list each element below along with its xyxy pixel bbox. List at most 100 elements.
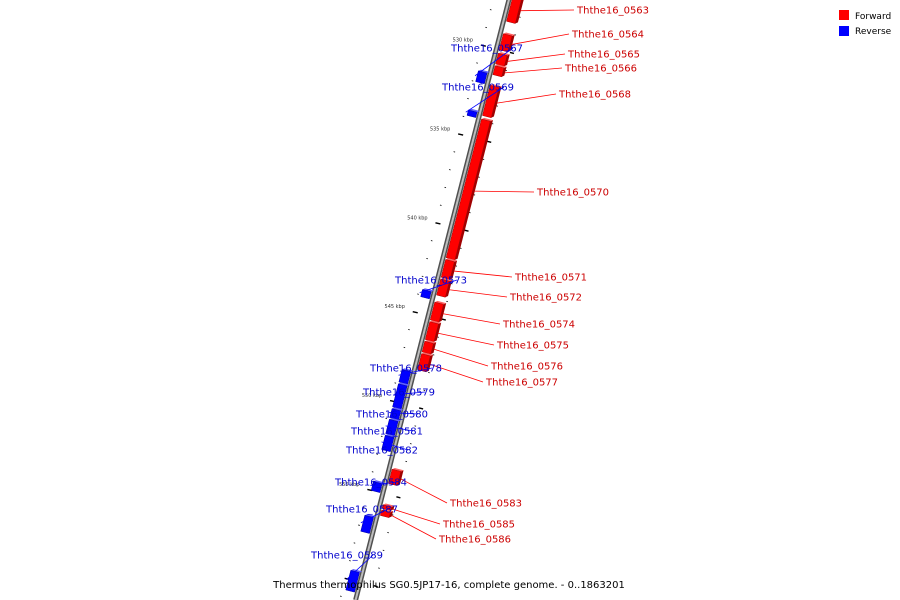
gene-label-Ththe16_0571[interactable]: Ththe16_0571 (514, 273, 587, 284)
leader-line (465, 86, 505, 113)
genome-caption: Thermus thermophilus SG0.5JP17-16, compl… (272, 580, 625, 591)
gene-label-Ththe16_0579[interactable]: Ththe16_0579 (362, 388, 435, 399)
gene-top-face (373, 480, 385, 484)
scale-tick (405, 460, 408, 463)
gene-side-face (515, 0, 524, 24)
scale-tick (480, 44, 487, 47)
gene-label-Ththe16_0569[interactable]: Ththe16_0569 (441, 83, 514, 94)
gene-label-Ththe16_0568[interactable]: Ththe16_0568 (558, 90, 631, 101)
legend-forward[interactable]: Forward (839, 10, 891, 22)
gene-side-face (426, 354, 434, 372)
gene-label-Ththe16_0587[interactable]: Ththe16_0587 (325, 505, 398, 516)
gene-top-face (478, 69, 490, 74)
gene-label-Ththe16_0567[interactable]: Ththe16_0567 (450, 44, 523, 55)
gene-top-face (434, 300, 447, 305)
gene-top-face (440, 277, 453, 282)
gene-top-face (398, 382, 410, 386)
gene-label-Ththe16_0574[interactable]: Ththe16_0574 (502, 320, 575, 331)
gene-label-Ththe16_0581[interactable]: Ththe16_0581 (350, 427, 423, 438)
gene-label-Ththe16_0572[interactable]: Ththe16_0572 (509, 293, 582, 304)
scale-tick (489, 9, 492, 11)
gene-Ththe16_0574[interactable] (429, 300, 447, 323)
gene-top-face (468, 108, 480, 113)
scale-ticks: 530 kbp 535 kbp 540 kbp 545 kbp 550 kbp 555 k… (339, 0, 525, 597)
scale-tick (430, 240, 433, 242)
gene-label-Ththe16_0565[interactable]: Ththe16_0565 (567, 50, 640, 61)
legend-reverse-swatch (839, 26, 849, 36)
scale-tick (376, 453, 379, 455)
scale-tick (373, 585, 378, 588)
gene-Ththe16_0577[interactable] (417, 352, 434, 373)
gene-Ththe16_0566[interactable] (492, 64, 507, 78)
gene-label-Ththe16_0576[interactable]: Ththe16_0576 (490, 362, 563, 373)
gene-label-Ththe16_0564[interactable]: Ththe16_0564 (571, 30, 644, 41)
gene-Ththe16_0576[interactable] (421, 340, 437, 355)
leader-line (385, 425, 414, 432)
gene-top-face (445, 258, 458, 262)
scale-label: 545 kbp (385, 304, 405, 310)
gene-label-Ththe16_0570[interactable]: Ththe16_0570 (536, 188, 609, 199)
legend: Forward Reverse (839, 10, 892, 37)
gene-top-face (498, 52, 510, 56)
scale-tick (439, 204, 442, 206)
gene-label-Ththe16_0585[interactable]: Ththe16_0585 (442, 520, 515, 531)
gene-labels: Ththe16_0563 Ththe16_0564 Ththe16_0565 Thth… (310, 6, 649, 580)
leader-line (370, 481, 398, 486)
gene-label-Ththe16_0589[interactable]: Ththe16_0589 (310, 551, 383, 562)
leader-line (520, 9, 575, 12)
scale-tick (421, 275, 424, 277)
gene-Ththe16_0575[interactable] (424, 320, 442, 342)
gene-front-face (381, 504, 393, 511)
gene-front-face (388, 468, 402, 486)
scale-tick (412, 310, 418, 314)
gene-front-face (417, 353, 431, 373)
gene-Ththe16_0583[interactable] (388, 468, 404, 486)
gene-side-face (433, 322, 442, 342)
scale-label: 555 kbp (339, 482, 359, 488)
gene-label-Ththe16_0566[interactable]: Ththe16_0566 (564, 64, 637, 75)
gene-Ththe16_0580[interactable] (389, 407, 404, 421)
gene-top-face (421, 352, 434, 356)
gene-label-Ththe16_0580[interactable]: Ththe16_0580 (355, 410, 428, 421)
scale-tick (408, 329, 410, 331)
scale-tick (485, 26, 488, 29)
scale-tick (358, 524, 360, 526)
legend-reverse[interactable]: Reverse (839, 26, 892, 37)
scale-tick (409, 443, 412, 445)
gene-Ththe16_0573[interactable] (420, 288, 434, 300)
gene-Ththe16_0582[interactable] (381, 434, 397, 453)
gene-label-Ththe16_0575[interactable]: Ththe16_0575 (496, 341, 569, 352)
gene-label-Ththe16_0586[interactable]: Ththe16_0586 (438, 535, 511, 546)
gene-label-Ththe16_0584[interactable]: Ththe16_0584 (334, 478, 407, 489)
gene-top-face (389, 418, 401, 422)
gene-label-Ththe16_0583[interactable]: Ththe16_0583 (449, 499, 522, 510)
gene-Ththe16_0581[interactable] (385, 418, 401, 437)
gene-front-face (440, 259, 455, 280)
gene-front-face (506, 0, 522, 24)
scale-tick (349, 560, 351, 562)
gene-side-face (390, 505, 395, 511)
scale-tick (487, 140, 492, 144)
scale-tick (476, 62, 478, 64)
gene-top-face (392, 468, 404, 472)
leader-line (474, 190, 535, 193)
leader-line (474, 47, 514, 77)
gene-top-face (350, 569, 363, 573)
scale-tick (396, 496, 401, 499)
gene-label-Ththe16_0582[interactable]: Ththe16_0582 (345, 446, 418, 457)
gene-Ththe16_0569[interactable] (466, 108, 480, 118)
gene-front-face (429, 301, 444, 323)
gene-Ththe16_0563[interactable] (506, 0, 525, 24)
gene-Ththe16_0585[interactable] (381, 503, 395, 511)
scale-tick (453, 151, 456, 153)
gene-label-Ththe16_0578[interactable]: Ththe16_0578 (369, 364, 442, 375)
gene-top-face (424, 340, 437, 344)
gene-Ththe16_0570[interactable] (445, 117, 493, 261)
leader-line (438, 332, 495, 346)
gene-label-Ththe16_0573[interactable]: Ththe16_0573 (394, 276, 467, 287)
gene-Ththe16_0571[interactable] (440, 258, 458, 280)
gene-label-Ththe16_0577[interactable]: Ththe16_0577 (485, 378, 558, 389)
gene-label-Ththe16_0563[interactable]: Ththe16_0563 (576, 6, 649, 17)
gene-top-face (402, 368, 414, 372)
